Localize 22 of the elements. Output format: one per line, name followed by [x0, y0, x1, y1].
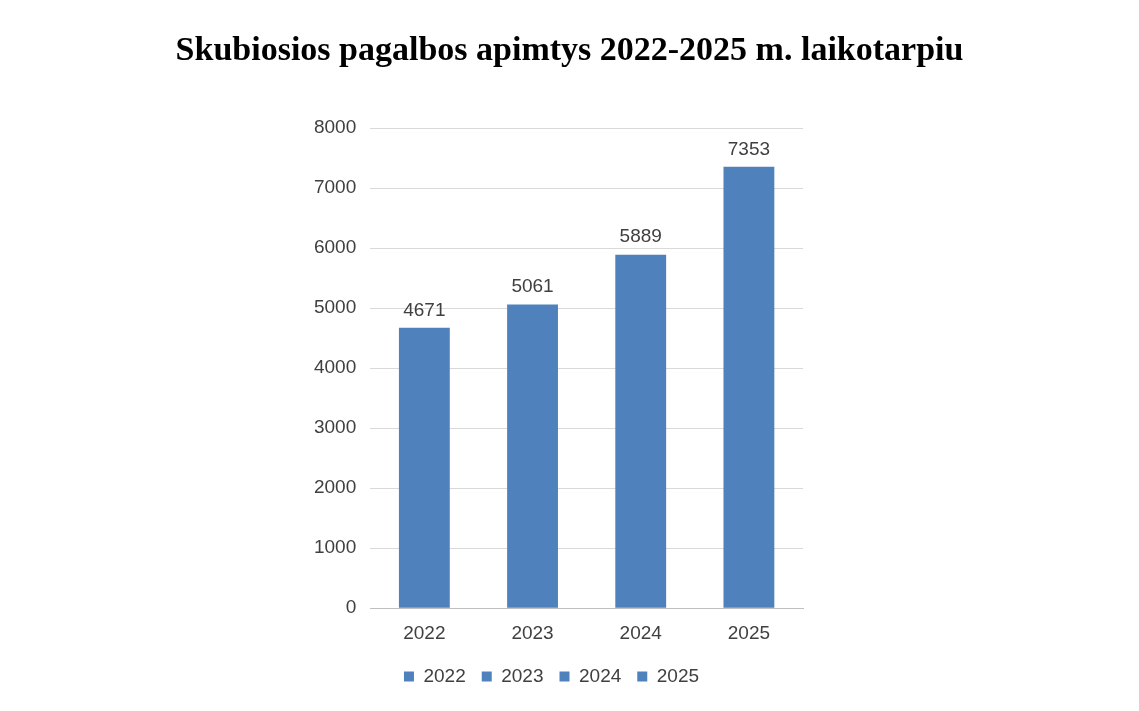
- data-label: 7353: [727, 137, 771, 159]
- y-tick-label: 7000: [313, 176, 357, 198]
- x-tick-label: 2024: [619, 621, 663, 643]
- y-tick-label: 2000: [313, 476, 357, 498]
- x-tick-label: 2023: [511, 621, 554, 643]
- y-tick-label: 4000: [313, 356, 357, 378]
- y-tick-label: 1000: [313, 536, 357, 558]
- legend-label: 2022: [423, 664, 466, 686]
- legend-label: 2023: [501, 664, 544, 686]
- y-tick-label: 8000: [313, 116, 357, 138]
- y-tick-label: 0: [345, 596, 357, 618]
- legend-label: 2024: [579, 664, 622, 686]
- chart-title: Skubiosios pagalbos apimtys 2022-2025 m. laikotarpiu: [174, 30, 965, 68]
- data-label: 5889: [619, 225, 662, 247]
- y-tick-label: 6000: [313, 236, 357, 258]
- legend-label: 2025: [656, 664, 700, 686]
- y-tick-label: 3000: [313, 416, 357, 438]
- data-label: 5061: [511, 275, 554, 297]
- data-label: 4671: [403, 298, 446, 320]
- x-tick-label: 2022: [403, 621, 446, 643]
- y-tick-label: 5000: [313, 296, 357, 318]
- x-tick-label: 2025: [727, 621, 771, 643]
